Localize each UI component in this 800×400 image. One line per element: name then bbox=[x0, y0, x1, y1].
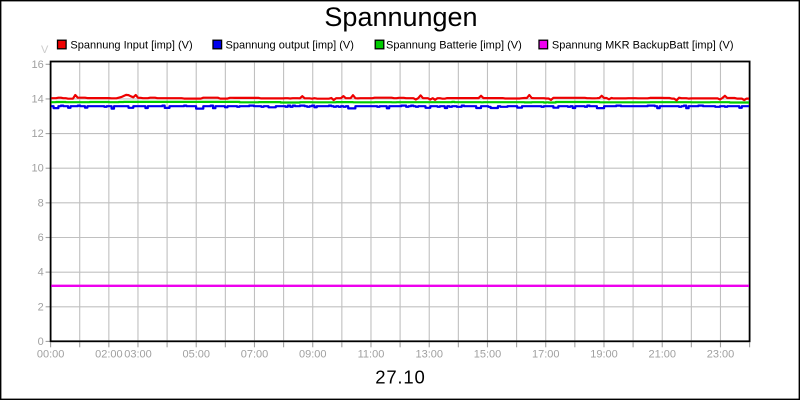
svg-text:14: 14 bbox=[32, 93, 44, 105]
svg-text:0: 0 bbox=[38, 336, 44, 348]
svg-text:Spannung Batterie [imp] (V): Spannung Batterie [imp] (V) bbox=[386, 39, 522, 51]
svg-text:4: 4 bbox=[38, 267, 44, 279]
svg-text:19:00: 19:00 bbox=[590, 348, 618, 360]
svg-text:27.10: 27.10 bbox=[375, 367, 425, 388]
svg-text:2: 2 bbox=[38, 301, 44, 313]
svg-text:6: 6 bbox=[38, 232, 44, 244]
svg-text:02:00: 02:00 bbox=[95, 348, 123, 360]
svg-text:11:00: 11:00 bbox=[358, 348, 385, 360]
svg-text:8: 8 bbox=[38, 197, 44, 209]
svg-text:09:00: 09:00 bbox=[299, 348, 327, 360]
svg-text:16: 16 bbox=[32, 59, 44, 71]
svg-text:21:00: 21:00 bbox=[648, 348, 676, 360]
svg-text:07:00: 07:00 bbox=[241, 348, 269, 360]
svg-text:23:00: 23:00 bbox=[707, 348, 735, 360]
svg-text:Spannungen: Spannungen bbox=[324, 2, 477, 32]
svg-text:00:00: 00:00 bbox=[37, 348, 65, 360]
svg-text:Spannung output [imp] (V): Spannung output [imp] (V) bbox=[226, 39, 354, 51]
svg-text:Spannung MKR BackupBatt [imp]: Spannung MKR BackupBatt [imp] (V) bbox=[552, 39, 734, 51]
svg-text:17:00: 17:00 bbox=[532, 348, 560, 360]
svg-text:05:00: 05:00 bbox=[182, 348, 210, 360]
svg-text:Spannung Input [imp] (V): Spannung Input [imp] (V) bbox=[70, 39, 192, 51]
svg-text:10: 10 bbox=[32, 163, 44, 175]
svg-text:15:00: 15:00 bbox=[474, 348, 502, 360]
svg-text:03:00: 03:00 bbox=[124, 348, 152, 360]
svg-text:12: 12 bbox=[32, 128, 44, 140]
svg-text:13:00: 13:00 bbox=[415, 348, 443, 360]
svg-text:V: V bbox=[41, 44, 49, 56]
